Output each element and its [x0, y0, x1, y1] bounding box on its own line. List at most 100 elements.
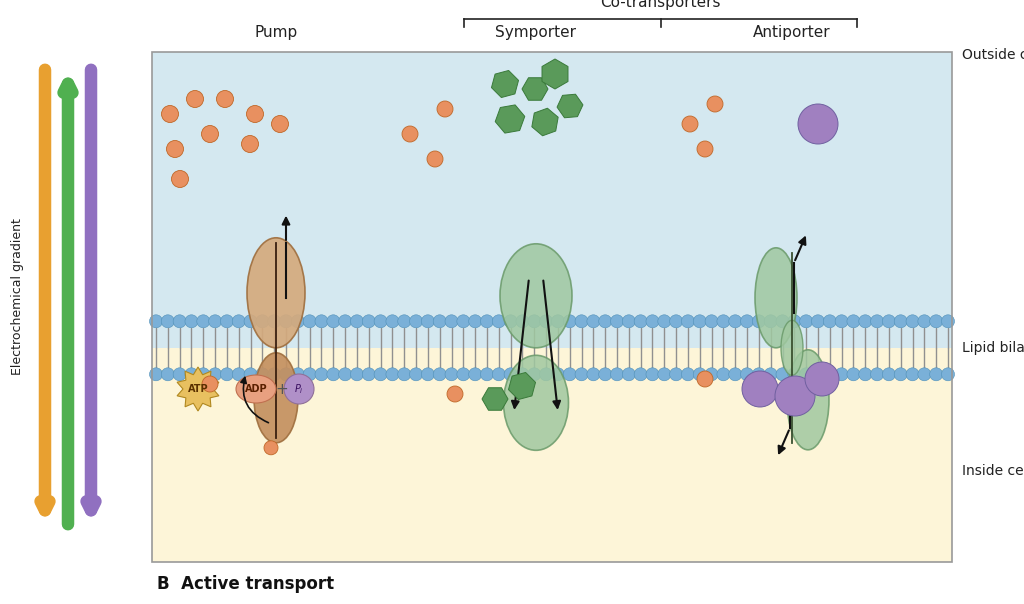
Text: Outside cell: Outside cell	[962, 48, 1024, 62]
Polygon shape	[542, 59, 568, 89]
Circle shape	[362, 368, 375, 381]
Circle shape	[504, 315, 517, 328]
Circle shape	[717, 315, 730, 328]
Circle shape	[706, 315, 718, 328]
Ellipse shape	[755, 248, 797, 348]
Circle shape	[918, 315, 931, 328]
Ellipse shape	[254, 353, 298, 443]
Circle shape	[883, 315, 895, 328]
Circle shape	[185, 315, 198, 328]
Text: +: +	[275, 382, 289, 396]
Circle shape	[623, 368, 635, 381]
Circle shape	[173, 315, 186, 328]
Circle shape	[599, 368, 611, 381]
Circle shape	[447, 386, 463, 402]
Circle shape	[504, 368, 517, 381]
Circle shape	[551, 315, 564, 328]
Circle shape	[202, 376, 218, 392]
Circle shape	[764, 368, 777, 381]
Circle shape	[646, 368, 659, 381]
Circle shape	[303, 315, 316, 328]
Circle shape	[717, 368, 730, 381]
Ellipse shape	[236, 375, 276, 403]
Circle shape	[798, 104, 838, 144]
Circle shape	[150, 315, 163, 328]
Polygon shape	[509, 373, 536, 399]
Circle shape	[575, 368, 588, 381]
Text: B  Active transport: B Active transport	[157, 575, 334, 593]
Circle shape	[670, 368, 683, 381]
Ellipse shape	[247, 238, 305, 348]
Circle shape	[847, 368, 860, 381]
Circle shape	[870, 368, 884, 381]
Circle shape	[776, 368, 790, 381]
Circle shape	[811, 315, 824, 328]
Circle shape	[941, 368, 954, 381]
Circle shape	[787, 315, 801, 328]
Bar	[152, 52, 952, 348]
Circle shape	[386, 368, 399, 381]
Circle shape	[894, 368, 907, 381]
Circle shape	[906, 315, 919, 328]
Circle shape	[397, 368, 411, 381]
Circle shape	[693, 315, 707, 328]
Circle shape	[209, 368, 221, 381]
Text: Symporter: Symporter	[496, 25, 577, 40]
Circle shape	[402, 126, 418, 142]
Text: ATP: ATP	[187, 384, 208, 394]
Circle shape	[167, 141, 183, 158]
Circle shape	[527, 368, 541, 381]
Circle shape	[930, 315, 943, 328]
Circle shape	[775, 376, 815, 416]
Circle shape	[162, 315, 174, 328]
Circle shape	[232, 368, 245, 381]
Circle shape	[284, 374, 314, 404]
Ellipse shape	[781, 320, 803, 375]
Circle shape	[327, 368, 340, 381]
Circle shape	[469, 368, 481, 381]
Circle shape	[657, 315, 671, 328]
Circle shape	[242, 135, 258, 152]
Circle shape	[811, 368, 824, 381]
Circle shape	[202, 126, 218, 143]
Circle shape	[244, 368, 257, 381]
Circle shape	[563, 368, 577, 381]
Circle shape	[823, 368, 837, 381]
Circle shape	[271, 115, 289, 132]
Circle shape	[787, 368, 801, 381]
Circle shape	[575, 315, 588, 328]
Circle shape	[836, 368, 848, 381]
Circle shape	[339, 368, 351, 381]
Polygon shape	[522, 78, 548, 100]
Circle shape	[918, 368, 931, 381]
Circle shape	[445, 315, 458, 328]
Circle shape	[374, 368, 387, 381]
Circle shape	[563, 315, 577, 328]
Circle shape	[906, 368, 919, 381]
Circle shape	[697, 371, 713, 387]
Circle shape	[706, 368, 718, 381]
Circle shape	[587, 315, 600, 328]
Circle shape	[646, 315, 659, 328]
Circle shape	[480, 315, 494, 328]
Circle shape	[315, 368, 328, 381]
Circle shape	[216, 91, 233, 108]
Circle shape	[267, 368, 281, 381]
Circle shape	[740, 315, 754, 328]
Circle shape	[292, 368, 304, 381]
Circle shape	[740, 368, 754, 381]
Circle shape	[280, 368, 293, 381]
Circle shape	[197, 368, 210, 381]
Circle shape	[682, 116, 698, 132]
Circle shape	[823, 315, 837, 328]
Circle shape	[267, 315, 281, 328]
Circle shape	[247, 106, 263, 123]
Circle shape	[185, 368, 198, 381]
Circle shape	[220, 368, 233, 381]
Circle shape	[693, 368, 707, 381]
Ellipse shape	[500, 244, 572, 348]
Circle shape	[256, 368, 269, 381]
Circle shape	[232, 315, 245, 328]
Circle shape	[516, 368, 529, 381]
FancyArrowPatch shape	[241, 378, 268, 423]
